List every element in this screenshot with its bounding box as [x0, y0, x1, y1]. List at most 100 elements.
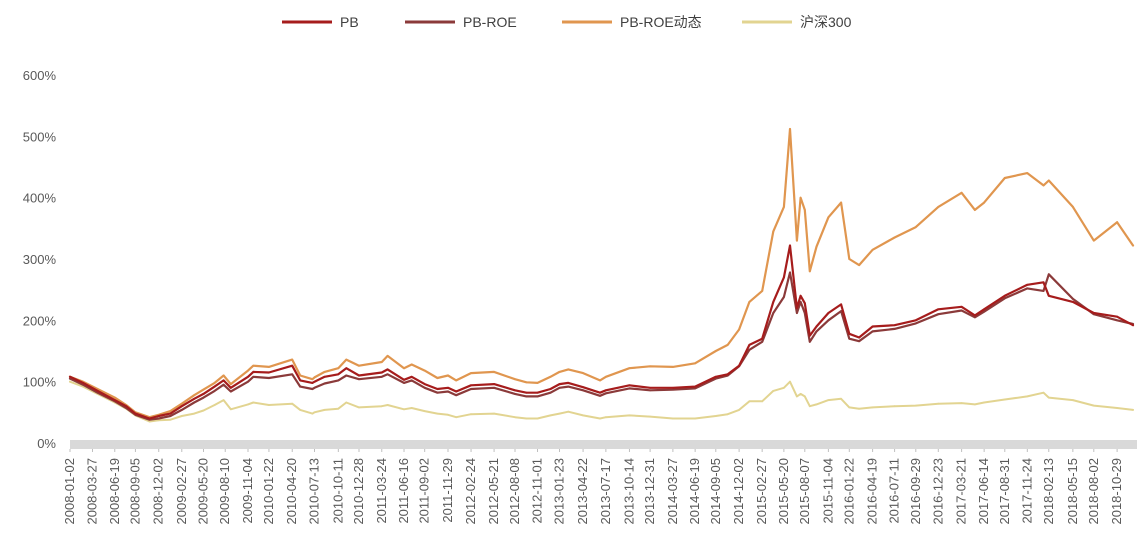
data-point [1026, 172, 1029, 175]
data-point [423, 369, 426, 372]
x-tick-label: 2010-10-11 [330, 458, 345, 524]
data-point [789, 271, 791, 274]
data-point [247, 403, 249, 406]
x-tick-label: 2010-12-28 [351, 458, 366, 525]
data-point [738, 364, 740, 367]
data-point [983, 201, 985, 204]
data-point [974, 316, 976, 319]
data-point [157, 419, 160, 422]
data-point [386, 355, 389, 357]
x-tick-label: 2016-09-29 [908, 458, 923, 525]
data-point [299, 409, 302, 411]
data-point [599, 379, 601, 382]
data-point [558, 386, 561, 389]
x-tick-label: 2015-05-20 [776, 458, 791, 525]
data-point [649, 415, 651, 418]
data-point [403, 382, 405, 384]
data-point [1092, 239, 1095, 242]
data-point [1047, 294, 1050, 297]
data-point [796, 307, 798, 309]
data-point [291, 373, 294, 376]
data-point [268, 404, 270, 406]
data-point [605, 392, 607, 395]
data-point [299, 374, 302, 377]
data-point [222, 379, 225, 382]
x-tick-label: 2018-08-02 [1086, 458, 1101, 525]
data-point [1132, 409, 1134, 411]
data-point [291, 358, 294, 361]
data-point [582, 414, 584, 417]
x-tick-label: 2018-05-15 [1065, 458, 1080, 525]
data-point [323, 409, 326, 411]
data-point [983, 310, 985, 313]
data-point [268, 377, 270, 379]
data-point [229, 383, 232, 385]
data-point [345, 367, 348, 370]
data-point [796, 239, 798, 242]
data-point [380, 371, 383, 374]
data-point [536, 395, 539, 398]
data-point [960, 309, 963, 312]
x-tick-label: 2016-01-22 [841, 458, 856, 525]
y-tick-label: 100% [23, 375, 57, 390]
data-point [914, 226, 917, 229]
data-point [1072, 206, 1074, 208]
data-point [1003, 398, 1006, 401]
data-point [252, 371, 255, 373]
data-point [772, 230, 775, 233]
x-tick-label: 2018-02-13 [1041, 458, 1056, 525]
data-point [493, 386, 495, 389]
data-point [470, 413, 472, 416]
x-axis-band [70, 440, 1137, 449]
data-point [345, 374, 348, 377]
data-point [536, 391, 539, 394]
x-tick-label: 2016-04-19 [865, 458, 880, 525]
y-tick-label: 300% [23, 252, 57, 267]
x-tick-label: 2010-01-22 [261, 458, 276, 525]
data-point [252, 364, 255, 367]
data-point [803, 395, 806, 398]
data-point [605, 375, 607, 378]
data-point [761, 340, 764, 343]
data-point [213, 404, 216, 406]
data-point [323, 371, 326, 373]
x-tick-label: 2014-03-27 [665, 458, 680, 525]
data-point [358, 406, 360, 409]
x-tick-label: 2008-12-02 [151, 458, 166, 525]
data-point [311, 388, 314, 390]
data-point [337, 407, 340, 410]
data-point [470, 388, 472, 390]
x-tick-label: 2014-06-19 [687, 458, 702, 525]
data-point [599, 417, 601, 420]
data-point [299, 385, 302, 388]
data-point [455, 379, 458, 382]
x-tick-label: 2013-01-23 [552, 458, 567, 525]
legend-label: PB [340, 14, 359, 30]
data-point [848, 332, 851, 335]
data-point [202, 388, 205, 391]
data-point [345, 401, 348, 404]
x-tick-label: 2013-10-14 [621, 458, 636, 525]
data-point [380, 361, 383, 363]
data-point [672, 417, 674, 420]
data-point [493, 383, 495, 385]
data-point [748, 301, 751, 303]
data-point [291, 364, 294, 367]
data-point [582, 386, 584, 389]
x-tick-label: 2015-08-07 [797, 458, 812, 525]
data-point [180, 415, 183, 417]
data-point [799, 301, 802, 303]
data-point [410, 379, 413, 382]
data-point [386, 404, 389, 406]
data-point [815, 330, 818, 333]
data-point [229, 408, 232, 411]
data-point [974, 403, 976, 406]
data-point [113, 396, 116, 399]
data-point [423, 383, 426, 385]
data-point [803, 209, 806, 211]
data-point [1003, 177, 1006, 179]
data-point [125, 405, 128, 408]
data-point [783, 206, 785, 208]
data-point [772, 312, 775, 314]
data-point [599, 394, 601, 397]
